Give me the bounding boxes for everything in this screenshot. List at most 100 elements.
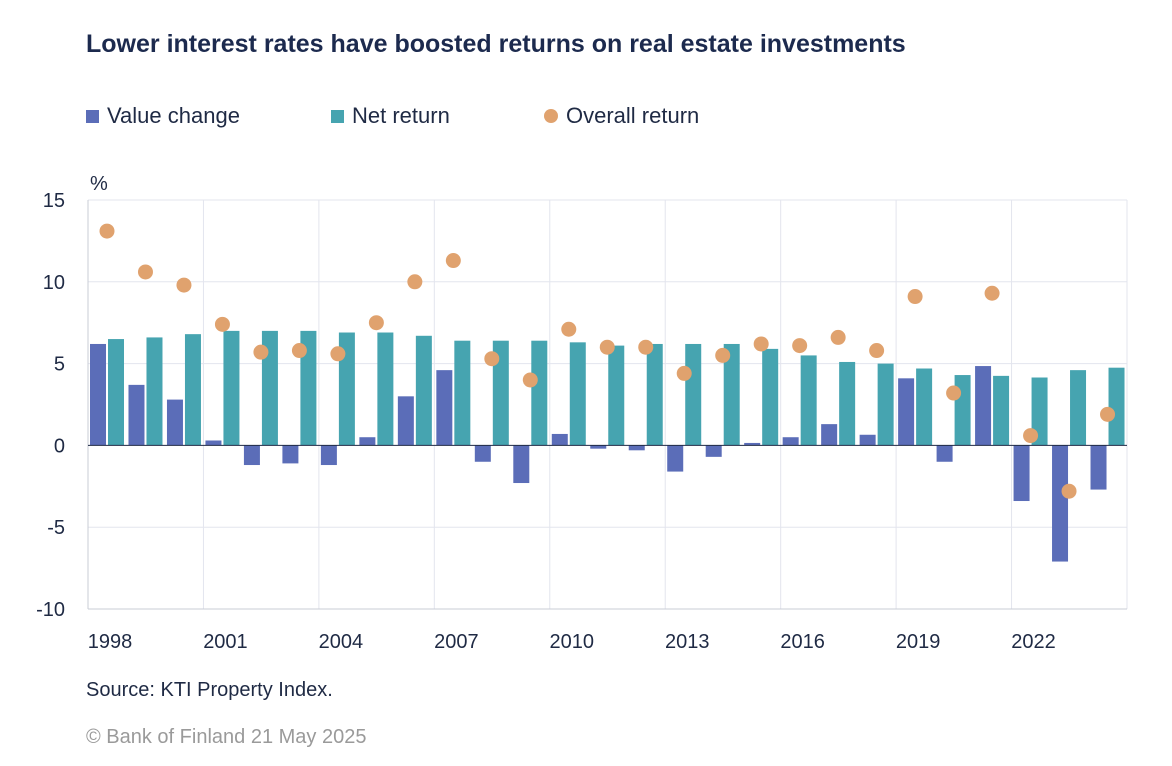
- bar-net-return: [1031, 377, 1048, 446]
- x-tick-label: 2001: [203, 631, 248, 653]
- dot-overall-return: [368, 315, 384, 331]
- legend-item-overall-return: Overall return: [544, 103, 699, 129]
- bar-net-return: [338, 332, 355, 446]
- legend-swatch-overall-return: [544, 109, 558, 123]
- dot-overall-return: [984, 285, 1000, 301]
- dot-overall-return: [1023, 428, 1039, 444]
- bar-value-change: [1052, 445, 1069, 562]
- dot-overall-return: [522, 372, 538, 388]
- bar-net-return: [839, 361, 856, 446]
- bar-value-change: [551, 433, 568, 446]
- bar-value-change: [90, 343, 106, 446]
- x-tick-label: 2022: [1011, 631, 1056, 653]
- source-note: Source: KTI Property Index.: [86, 679, 333, 701]
- bar-net-return: [877, 363, 894, 446]
- dot-overall-return: [830, 329, 846, 345]
- dot-overall-return: [445, 253, 461, 269]
- dot-overall-return: [638, 339, 654, 355]
- bar-net-return: [415, 335, 432, 446]
- bar-value-change: [282, 445, 299, 464]
- bar-value-change: [667, 445, 684, 472]
- y-tick-label: -10: [36, 599, 65, 621]
- bar-net-return: [377, 332, 394, 446]
- legend-label-net-return: Net return: [352, 103, 450, 128]
- bar-value-change: [205, 440, 222, 446]
- legend-label-value-change: Value change: [107, 103, 240, 128]
- legend-item-value-change: Value change: [86, 103, 240, 129]
- bar-net-return: [531, 340, 548, 446]
- bar-net-return: [569, 342, 586, 446]
- dot-overall-return: [753, 336, 769, 352]
- dot-overall-return: [330, 346, 346, 362]
- bar-value-change: [1013, 445, 1030, 502]
- bar-value-change: [474, 445, 491, 462]
- dot-overall-return: [792, 338, 808, 354]
- dot-overall-return: [869, 343, 885, 359]
- x-tick-label: 2013: [665, 631, 710, 653]
- legend: Value change Net return Overall return: [86, 103, 986, 131]
- legend-swatch-value-change: [86, 109, 99, 123]
- bar-net-return: [646, 343, 663, 446]
- dot-overall-return: [99, 223, 115, 239]
- dot-overall-return: [137, 264, 153, 280]
- dot-overall-return: [214, 316, 230, 332]
- bar-value-change: [821, 424, 838, 446]
- bar-net-return: [723, 343, 740, 446]
- dot-overall-return: [676, 365, 692, 381]
- bar-net-return: [261, 330, 278, 446]
- bar-value-change: [243, 445, 260, 466]
- x-tick-label: 1998: [88, 631, 133, 653]
- bar-net-return: [108, 339, 124, 446]
- bar-value-change: [397, 396, 414, 446]
- bar-value-change: [1090, 445, 1107, 490]
- bar-net-return: [800, 355, 817, 446]
- bar-value-change: [859, 434, 876, 446]
- x-tick-label: 2016: [780, 631, 825, 653]
- bar-net-return: [223, 330, 240, 446]
- bar-value-change: [320, 445, 337, 466]
- y-tick-label: 10: [43, 272, 65, 294]
- legend-label-overall-return: Overall return: [566, 103, 700, 128]
- dot-overall-return: [1061, 483, 1077, 499]
- legend-item-net-return: Net return: [331, 103, 450, 129]
- bar-value-change: [513, 445, 530, 484]
- y-axis-unit-label: %: [90, 173, 108, 195]
- copyright-note: © Bank of Finland 21 May 2025: [86, 726, 367, 748]
- bar-value-change: [936, 445, 953, 462]
- dot-overall-return: [291, 343, 307, 359]
- bar-value-change: [436, 370, 453, 446]
- dot-overall-return: [253, 344, 269, 360]
- dot-overall-return: [946, 385, 962, 401]
- chart-title: Lower interest rates have boosted return…: [86, 30, 906, 58]
- x-tick-label: 2010: [550, 631, 595, 653]
- bar-net-return: [608, 345, 625, 446]
- bar-net-return: [492, 340, 509, 446]
- x-tick-label: 2007: [434, 631, 479, 653]
- bar-net-return: [146, 337, 163, 446]
- dot-overall-return: [176, 277, 192, 293]
- bar-net-return: [954, 375, 971, 446]
- bar-net-return: [916, 368, 933, 446]
- x-tick-label: 2004: [319, 631, 364, 653]
- bar-value-change: [744, 442, 761, 446]
- bar-net-return: [1070, 370, 1087, 446]
- y-tick-label: 15: [43, 190, 65, 212]
- y-tick-label: 0: [54, 435, 65, 457]
- dot-overall-return: [407, 274, 423, 290]
- dot-overall-return: [599, 339, 615, 355]
- bar-net-return: [685, 343, 702, 446]
- bar-value-change: [975, 366, 992, 446]
- bar-net-return: [762, 348, 779, 446]
- y-tick-label: 5: [54, 354, 65, 376]
- dot-overall-return: [715, 347, 731, 363]
- dot-overall-return: [907, 289, 923, 305]
- bar-net-return: [184, 334, 201, 446]
- x-tick-label: 2019: [896, 631, 941, 653]
- dot-overall-return: [561, 321, 577, 337]
- bar-value-change: [898, 378, 915, 446]
- bar-net-return: [993, 375, 1010, 446]
- bar-net-return: [300, 330, 317, 446]
- bar-value-change: [128, 384, 145, 446]
- bar-value-change: [590, 445, 607, 449]
